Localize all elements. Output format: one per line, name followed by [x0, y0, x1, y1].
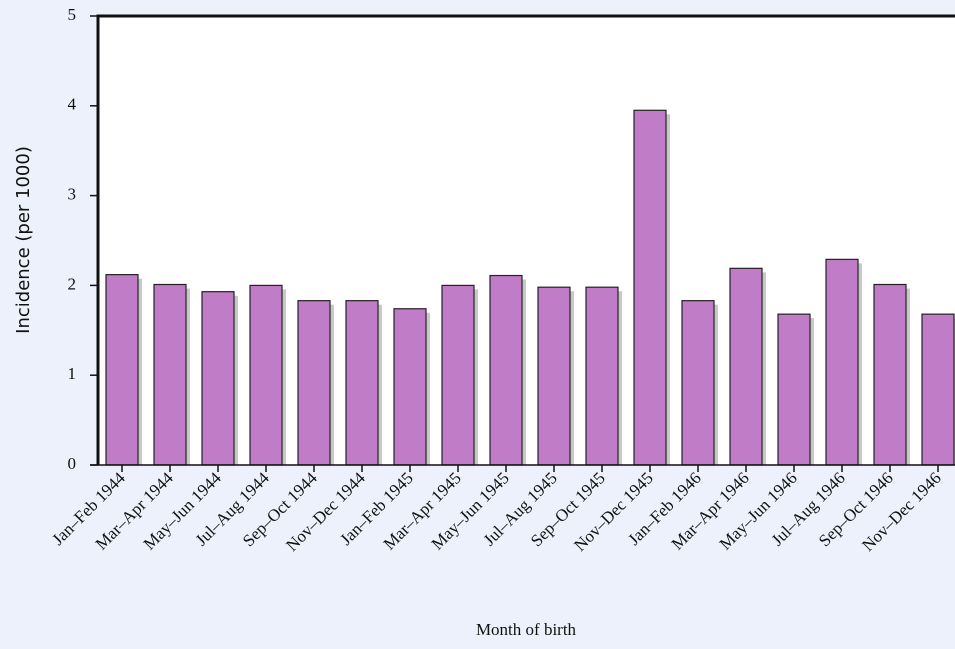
y-tick-label: 2	[68, 274, 77, 293]
bar	[393, 308, 427, 466]
bar	[921, 313, 955, 466]
bar	[777, 313, 811, 466]
y-tick-label: 0	[68, 454, 77, 473]
bar	[825, 258, 859, 466]
bar	[441, 284, 475, 466]
y-tick-label: 1	[68, 364, 77, 383]
bar	[585, 286, 619, 466]
bar	[873, 283, 907, 466]
y-tick-label: 5	[68, 5, 77, 24]
y-tick-label: 3	[68, 185, 77, 204]
bar	[345, 300, 379, 466]
bar	[729, 267, 763, 466]
bar	[537, 286, 571, 466]
bar	[105, 274, 139, 466]
y-tick-label: 4	[68, 95, 77, 114]
bar	[681, 300, 715, 466]
y-axis-label: Incidence (per 1000)	[13, 146, 34, 334]
bar	[297, 300, 331, 466]
bar	[201, 291, 235, 466]
bar	[633, 109, 667, 466]
bar	[153, 283, 187, 466]
x-axis-label: Month of birth	[476, 620, 577, 639]
bar	[249, 284, 283, 466]
bar	[489, 274, 523, 466]
